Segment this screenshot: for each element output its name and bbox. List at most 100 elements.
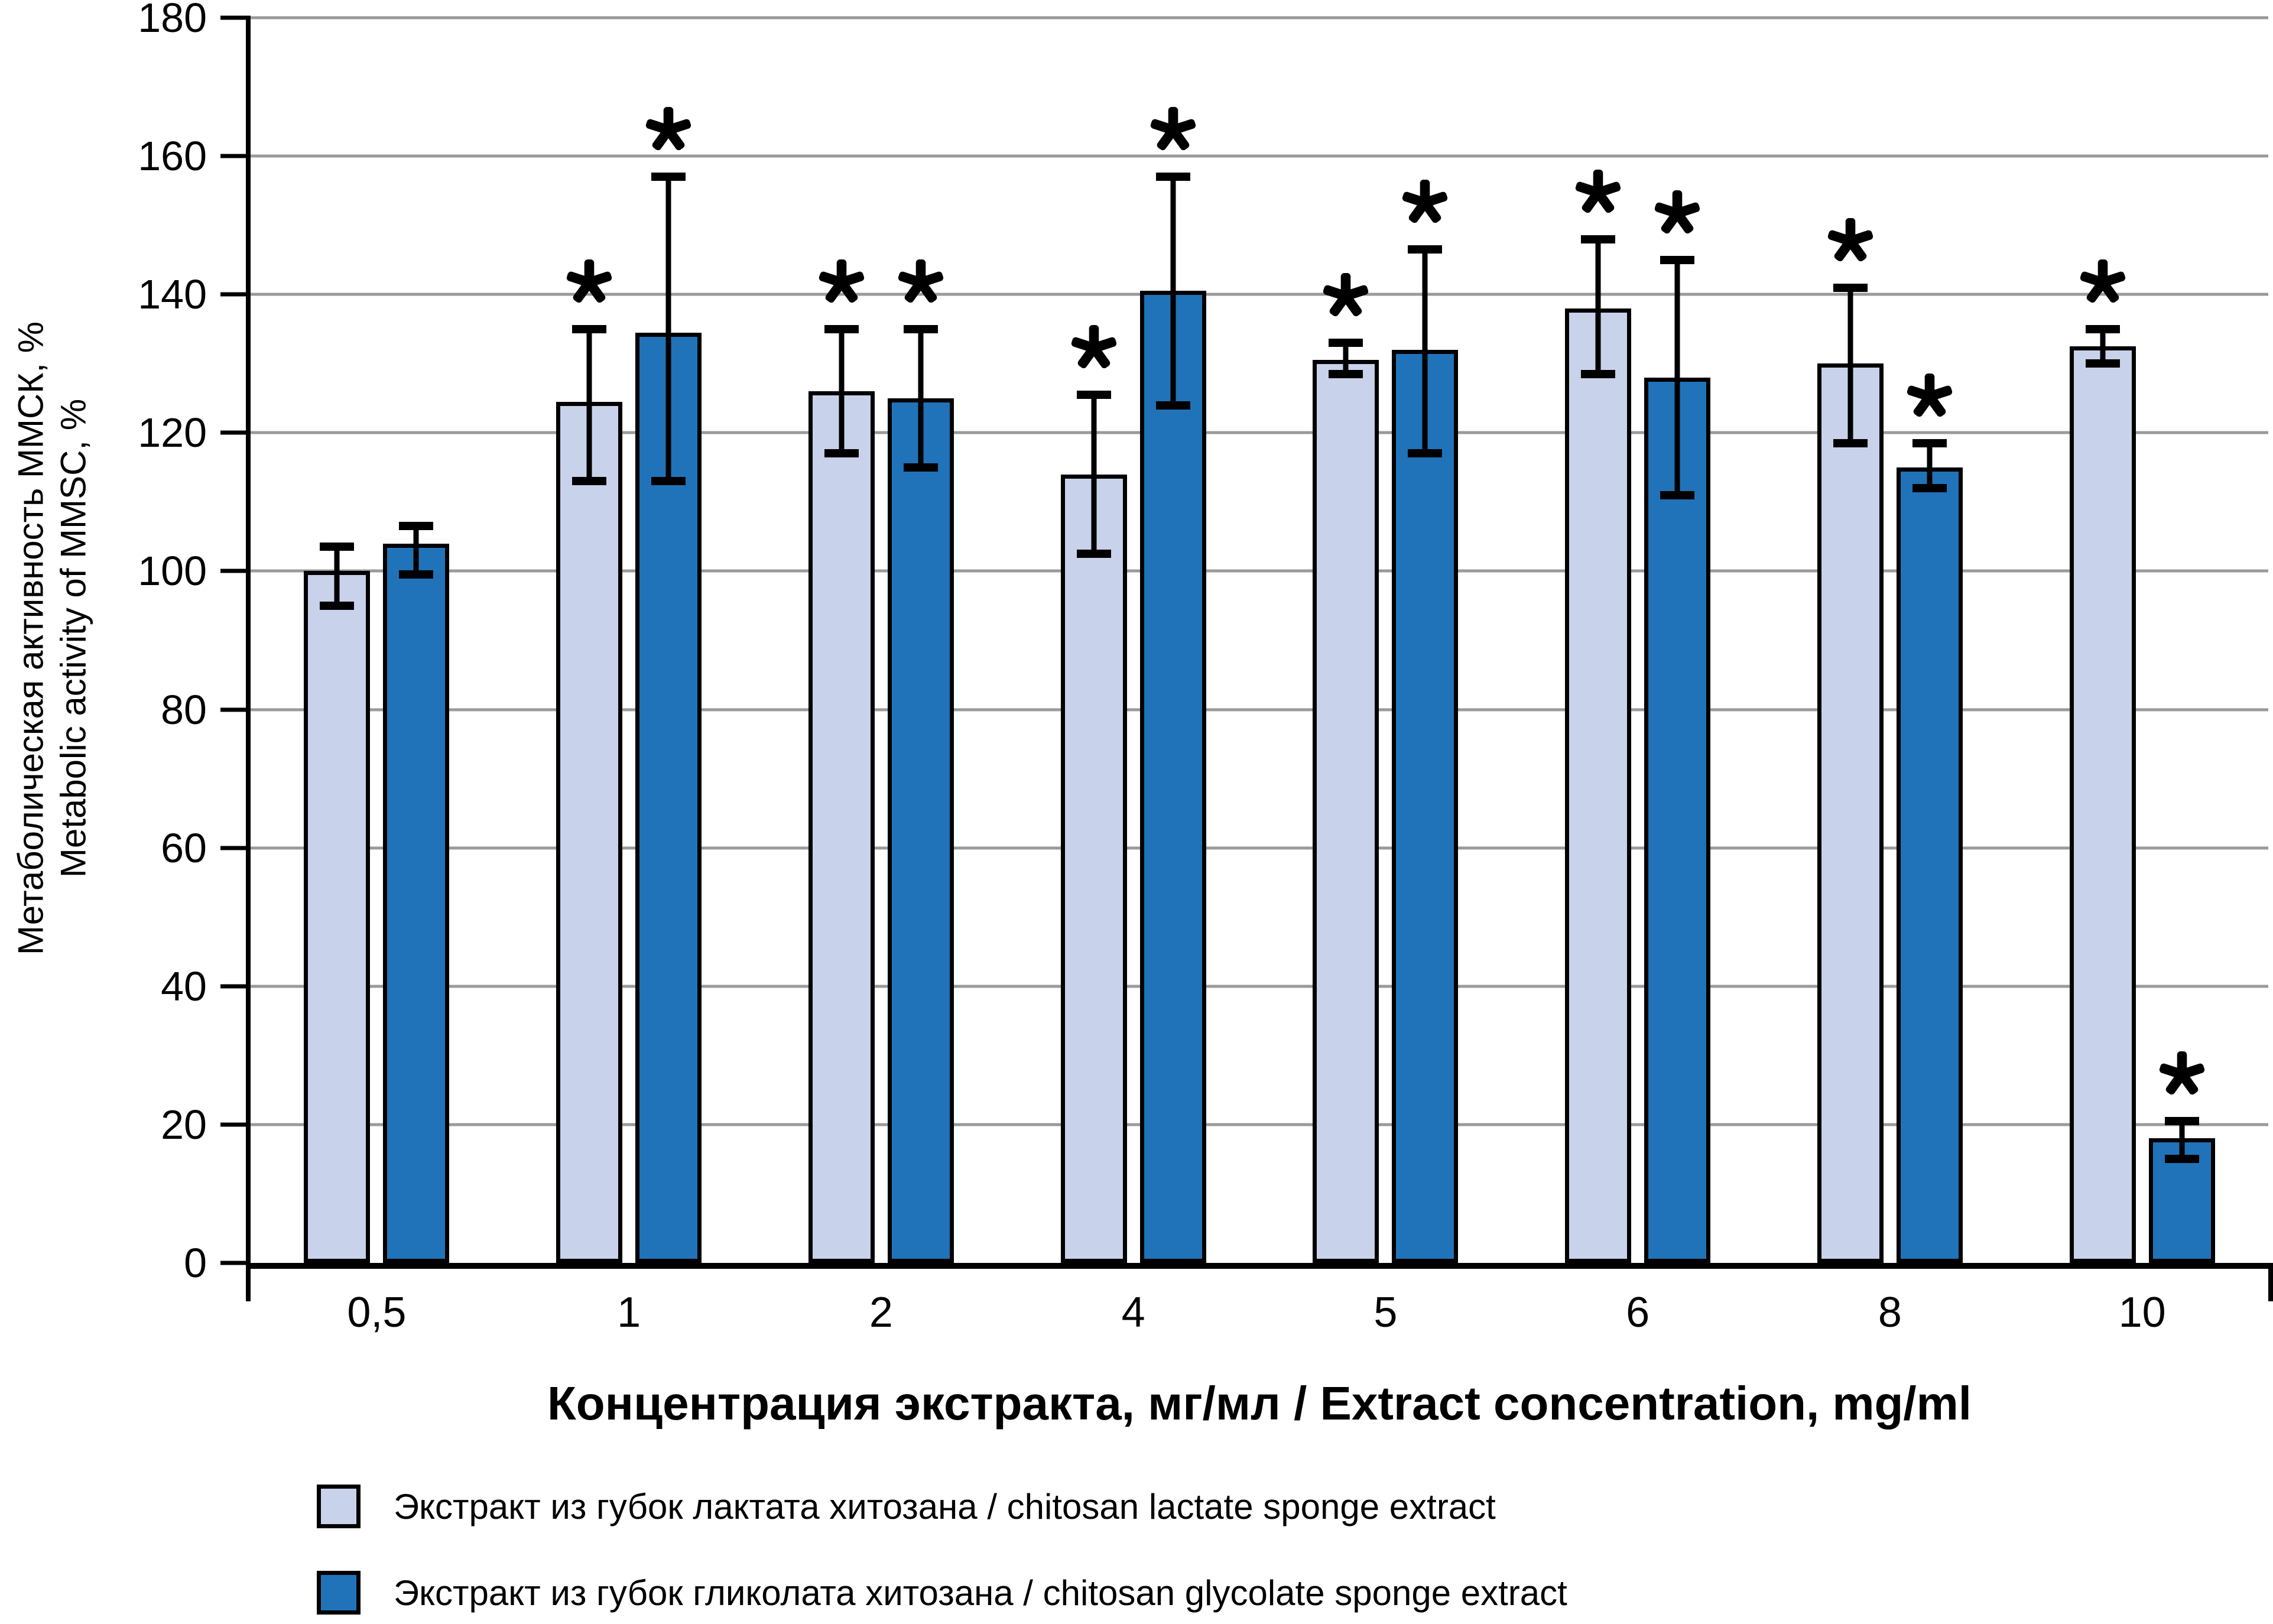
y-axis-line [246, 18, 251, 1301]
gridline-180 [251, 16, 2268, 20]
error-bar-cap-top-s1-6 [1581, 235, 1616, 243]
asterisk-icon [1654, 190, 1700, 233]
error-bar-cap-top-s2-4 [1155, 173, 1190, 181]
y-axis-tick-label-180: 180 [138, 0, 207, 41]
x-axis-end-tick [2268, 1269, 2273, 1301]
bar-series1-0,5 [304, 571, 371, 1263]
error-bar-line-s1-0,5 [334, 547, 340, 606]
x-axis-category-labels: 0,5 1 2 4 5 6 8 10 [251, 1291, 2268, 1334]
gridline-60 [251, 846, 2268, 850]
error-bar-cap-top-s2-5 [1408, 245, 1443, 254]
y-axis-tick-label-20: 20 [161, 1101, 207, 1148]
error-bar-line-s1-8 [1847, 287, 1853, 443]
y-axis-tick-120 [220, 430, 251, 435]
error-bar-cap-top-s1-10 [2085, 324, 2120, 333]
bar-series2-0,5 [383, 543, 450, 1263]
error-bar-cap-top-s1-4 [1076, 390, 1111, 399]
error-bar-line-s1-4 [1091, 394, 1097, 554]
error-bar-cap-top-s2-8 [1912, 439, 1947, 447]
legend-label-2: Экстракт из губок гликолата хитозана / c… [394, 1573, 1567, 1613]
asterisk-icon [1575, 169, 1621, 213]
asterisk-icon [645, 107, 691, 151]
x-axis-line [246, 1263, 2273, 1269]
error-bar-cap-bottom-s2-8 [1912, 483, 1947, 492]
bar-series2-6 [1644, 377, 1711, 1263]
x-axis-label-4: 4 [1121, 1289, 1145, 1336]
legend-label-1: Экстракт из губок лактата хитозана / chi… [394, 1486, 1496, 1526]
asterisk-icon [1071, 324, 1116, 369]
x-axis-label-0,5: 0,5 [347, 1289, 407, 1336]
legend-item-2: Экстракт из губок гликолата хитозана / c… [317, 1571, 1567, 1615]
significance-asterisk-s1-1 [566, 259, 612, 306]
error-bar-cap-bottom-s1-0,5 [320, 601, 355, 610]
error-bar-line-s2-5 [1422, 249, 1428, 454]
y-axis-tick-140 [220, 292, 251, 297]
error-bar-line-s2-6 [1674, 259, 1680, 495]
asterisk-icon [2080, 259, 2125, 303]
y-axis-tick-80 [220, 707, 251, 712]
y-axis-tick-label-120: 120 [138, 410, 207, 456]
gridline-80 [251, 708, 2268, 712]
y-axis-tick-100 [220, 569, 251, 573]
significance-asterisk-s2-10 [2159, 1051, 2205, 1097]
y-axis-tick-40 [220, 984, 251, 989]
bar-series1-6 [1565, 308, 1632, 1263]
gridline-40 [251, 985, 2268, 988]
error-bar-cap-top-s2-0,5 [399, 522, 434, 531]
y-axis-tick-60 [220, 846, 251, 850]
bar-group-1 [503, 18, 755, 1263]
x-axis-label-8: 8 [1878, 1289, 1902, 1336]
error-bar-cap-bottom-s1-8 [1833, 439, 1868, 447]
error-bar-cap-top-s2-1 [651, 173, 686, 181]
error-bar-line-s2-10 [2179, 1121, 2185, 1159]
error-bar-cap-bottom-s1-5 [1329, 369, 1363, 378]
bar-series2-1 [635, 332, 702, 1263]
asterisk-icon [2159, 1051, 2204, 1095]
x-axis-label-1: 1 [617, 1289, 641, 1336]
asterisk-icon [566, 259, 612, 303]
significance-asterisk-s1-10 [2080, 259, 2126, 306]
y-axis-tick-label-160: 160 [138, 133, 207, 180]
error-bar-line-s1-10 [2100, 329, 2106, 364]
bar-group-5 [1259, 18, 1512, 1263]
x-axis-label-5: 5 [1373, 1289, 1398, 1336]
bar-series2-8 [1896, 467, 1963, 1263]
significance-asterisk-s2-1 [645, 107, 691, 153]
error-bar-cap-bottom-s2-1 [651, 477, 686, 486]
gridline-100 [251, 569, 2268, 573]
bar-group-8 [1764, 18, 2017, 1263]
x-axis-label-10: 10 [2118, 1289, 2166, 1336]
significance-asterisk-s1-6 [1575, 169, 1621, 216]
significance-asterisk-s1-2 [819, 259, 865, 306]
significance-asterisk-s2-2 [898, 259, 944, 306]
significance-asterisk-s2-4 [1150, 107, 1196, 153]
legend: Экстракт из губок лактата хитозана / chi… [317, 1485, 1567, 1624]
error-bar-line-s2-4 [1170, 177, 1176, 405]
error-bar-cap-top-s2-6 [1660, 255, 1695, 264]
error-bar-cap-top-s1-2 [824, 324, 859, 333]
error-bar-line-s1-1 [586, 329, 592, 482]
bar-group-4 [1007, 18, 1259, 1263]
error-bar-cap-bottom-s2-0,5 [399, 570, 434, 579]
error-bar-cap-bottom-s2-4 [1155, 401, 1190, 410]
bar-series2-5 [1392, 349, 1459, 1263]
x-axis-title: Концентрация экстракта, мг/мл / Extract … [547, 1377, 1972, 1430]
y-axis-tick-label-40: 40 [161, 963, 207, 1009]
significance-asterisk-s1-5 [1323, 273, 1369, 319]
significance-asterisk-s2-8 [1907, 373, 1953, 420]
legend-swatch-1 [317, 1485, 361, 1528]
y-axis-tick-label-100: 100 [138, 548, 207, 595]
bar-series1-8 [1817, 363, 1884, 1263]
bar-series1-1 [556, 401, 623, 1263]
significance-asterisk-s1-4 [1071, 324, 1117, 371]
error-bar-cap-bottom-s1-6 [1581, 369, 1616, 378]
y-axis-tick-labels: 0 20 40 60 80 100 120 140 160 180 [0, 0, 207, 1284]
significance-asterisk-s1-8 [1827, 217, 1873, 264]
error-bar-line-s2-2 [918, 329, 924, 467]
y-axis-tick-180 [220, 15, 251, 20]
bar-group-10 [2016, 18, 2268, 1263]
error-bar-cap-top-s2-2 [903, 324, 938, 333]
error-bar-cap-bottom-s2-6 [1660, 491, 1695, 499]
bar-group-0,5 [251, 18, 503, 1263]
